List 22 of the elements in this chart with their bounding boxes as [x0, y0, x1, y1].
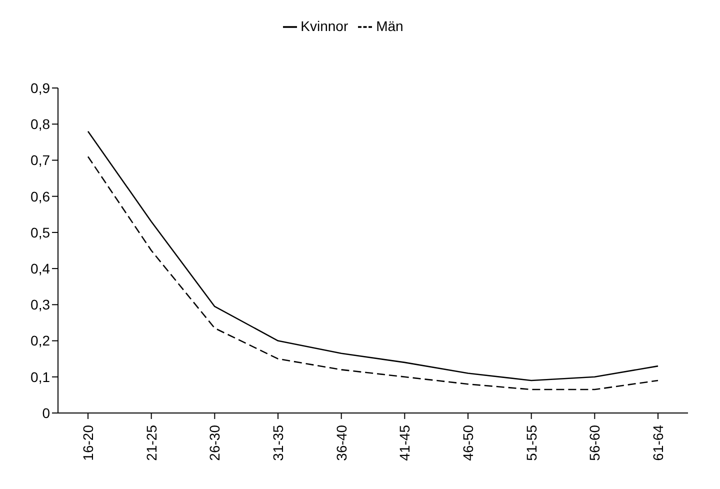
y-tick-label: 0,4 — [30, 260, 50, 277]
x-tick-label: 51-55 — [523, 424, 540, 461]
y-tick-label: 0 — [42, 404, 50, 421]
x-tick-label: 46-50 — [460, 424, 476, 461]
x-tick-label: 36-40 — [333, 424, 350, 461]
x-tick-label: 21-25 — [143, 424, 160, 461]
y-tick-label: 0,9 — [30, 80, 50, 96]
y-tick-label: 0,1 — [30, 368, 50, 385]
y-tick-label: 0,2 — [30, 332, 50, 349]
y-tick-label: 0,7 — [30, 152, 50, 168]
y-tick-label: 0,8 — [30, 116, 50, 132]
y-tick-label: 0,5 — [30, 224, 50, 240]
x-tick-label: 61-64 — [650, 424, 666, 461]
x-tick-label: 16-20 — [80, 424, 96, 461]
y-tick-label: 0,3 — [30, 296, 50, 313]
legend-label: Män — [376, 18, 404, 34]
legend-label: Kvinnor — [300, 18, 348, 34]
y-tick-label: 0,6 — [30, 188, 50, 204]
x-tick-label: 31-35 — [270, 424, 286, 461]
x-tick-label: 26-30 — [206, 424, 223, 461]
x-tick-label: 41-45 — [396, 424, 413, 461]
x-tick-label: 56-60 — [586, 424, 603, 461]
